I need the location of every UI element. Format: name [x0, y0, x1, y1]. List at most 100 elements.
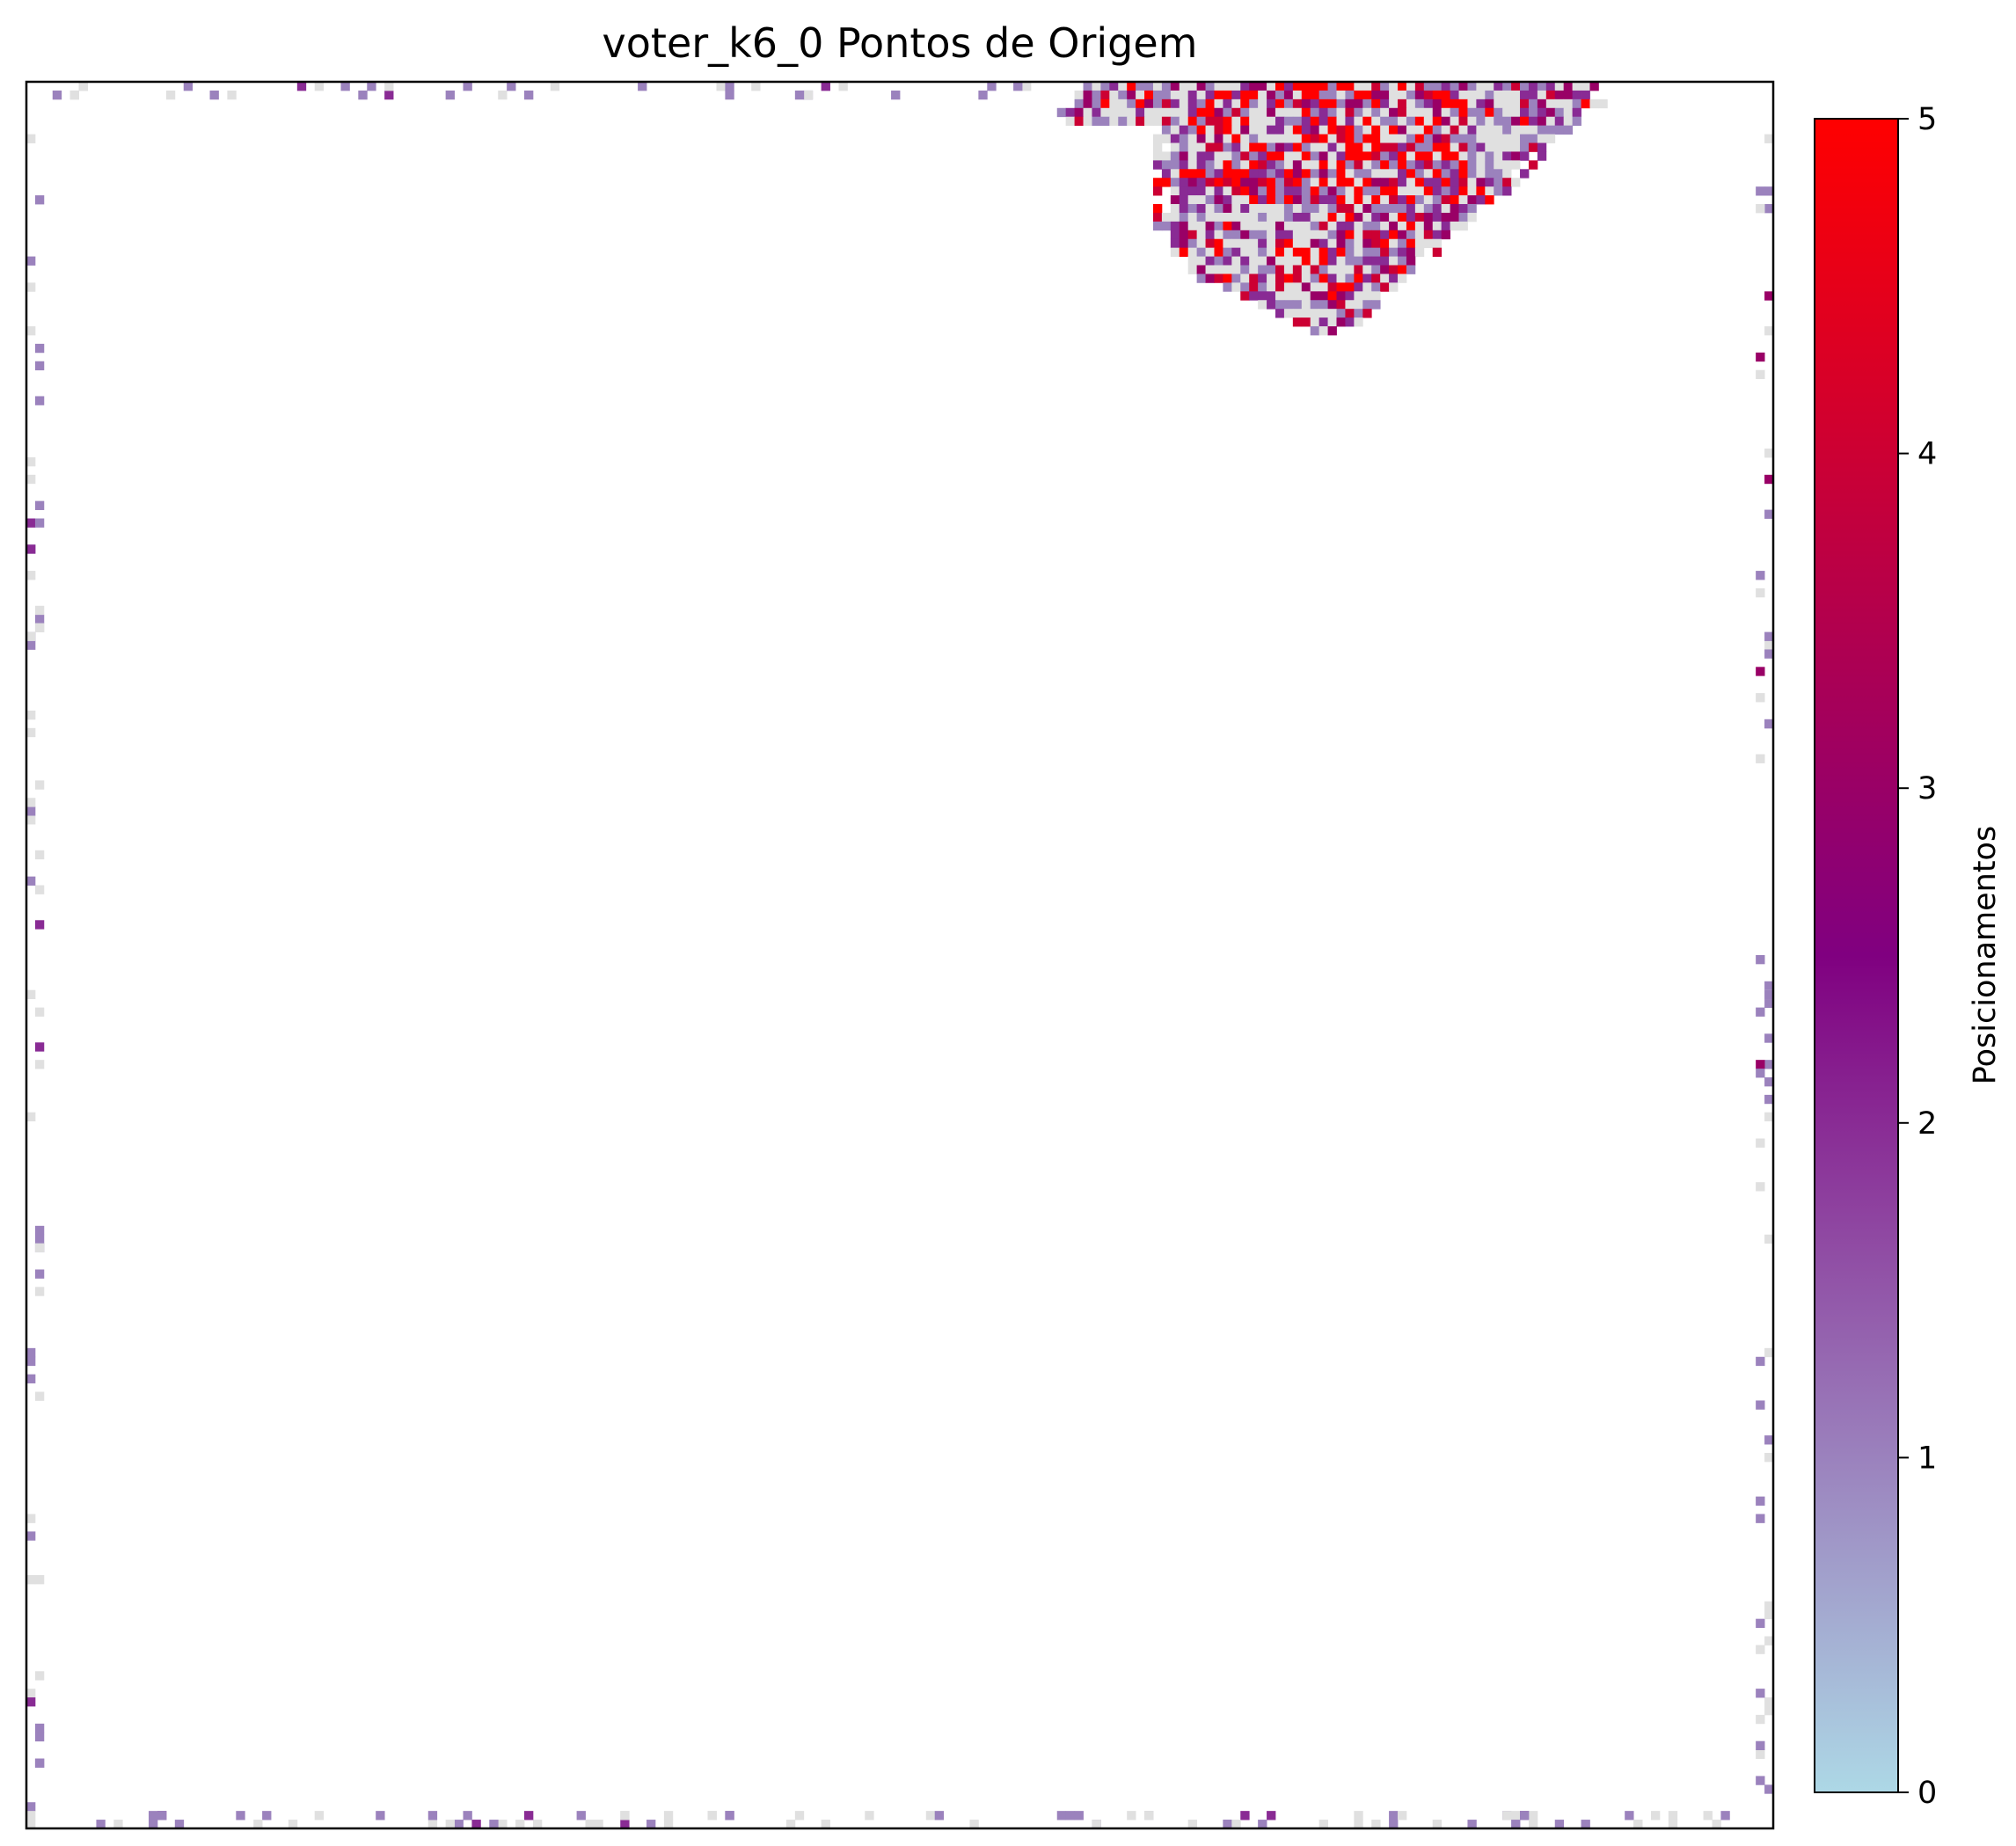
heatmap-cell — [1520, 125, 1530, 135]
heatmap-cell — [1756, 955, 1765, 965]
heatmap-cell — [34, 500, 45, 510]
heatmap-cell — [1170, 116, 1180, 127]
heatmap-cell — [34, 623, 45, 632]
heatmap-cell — [1450, 221, 1459, 231]
heatmap-cell — [1196, 204, 1206, 214]
heatmap-cell — [1572, 82, 1581, 91]
heatmap-cell — [1756, 1007, 1765, 1017]
heatmap-cell — [1223, 186, 1232, 196]
heatmap-cell — [1152, 90, 1163, 100]
heatmap-cell — [1362, 282, 1372, 292]
heatmap-cell — [1380, 282, 1390, 292]
heatmap-cell — [1240, 107, 1250, 118]
heatmap-cell — [1380, 274, 1390, 283]
heatmap-cell — [1476, 142, 1486, 152]
heatmap-cell — [1179, 186, 1189, 196]
heatmap-cell — [1345, 265, 1355, 274]
heatmap-cell — [1756, 369, 1765, 380]
heatmap-cell — [1371, 99, 1381, 109]
heatmap-cell — [1336, 178, 1346, 187]
heatmap-cell — [1205, 82, 1215, 91]
heatmap-cell — [1161, 160, 1172, 170]
heatmap-cell — [1756, 693, 1765, 703]
heatmap-cell — [1301, 291, 1311, 301]
heatmap-cell — [149, 1820, 158, 1829]
heatmap-cell — [1170, 107, 1180, 118]
heatmap-cell — [1389, 204, 1399, 214]
heatmap-cell — [1258, 238, 1267, 249]
heatmap-cell — [1389, 134, 1399, 143]
heatmap-cell — [1450, 186, 1459, 196]
heatmap-cell — [1572, 99, 1581, 109]
heatmap-cell — [1362, 221, 1372, 231]
heatmap-cell — [1187, 265, 1198, 274]
heatmap-cell — [1275, 282, 1285, 292]
heatmap-cell — [1301, 230, 1311, 240]
heatmap-cell — [1520, 116, 1530, 127]
heatmap-cell — [1283, 204, 1294, 214]
heatmap-cell — [1756, 1138, 1765, 1148]
heatmap-cell — [1380, 212, 1390, 223]
heatmap-cell — [1301, 151, 1311, 161]
heatmap-cell — [1310, 151, 1320, 161]
heatmap-cell — [1389, 178, 1399, 187]
heatmap-cell — [1398, 99, 1407, 109]
heatmap-cell — [1458, 169, 1468, 179]
heatmap-cell — [1406, 107, 1416, 118]
heatmap-cell — [663, 1811, 674, 1820]
heatmap-cell — [1423, 90, 1434, 100]
heatmap-cell — [1196, 90, 1206, 100]
heatmap-cell — [1432, 142, 1443, 152]
heatmap-cell — [838, 82, 848, 91]
heatmap-cell — [1187, 195, 1198, 205]
heatmap-cell — [1292, 230, 1303, 240]
heatmap-cell — [1249, 90, 1259, 100]
heatmap-cell — [1450, 169, 1459, 179]
heatmap-cell — [26, 456, 36, 467]
heatmap-cell — [1398, 256, 1407, 266]
heatmap-cell — [1389, 212, 1399, 223]
heatmap-cell — [498, 1820, 508, 1829]
heatmap-cell — [1327, 212, 1337, 223]
heatmap-cell — [1476, 134, 1486, 143]
heatmap-cell — [1537, 125, 1547, 135]
heatmap-cell — [1554, 125, 1565, 135]
heatmap-cell — [1589, 82, 1599, 91]
heatmap-cell — [1764, 1784, 1774, 1794]
heatmap-cell — [1109, 90, 1119, 100]
heatmap-cell — [1389, 282, 1399, 292]
heatmap-cell — [1458, 178, 1468, 187]
heatmap-cell — [1406, 195, 1416, 205]
heatmap-cell — [1301, 160, 1311, 170]
heatmap-cell — [1380, 151, 1390, 161]
heatmap-cell — [1441, 204, 1450, 214]
heatmap-cell — [1450, 178, 1459, 187]
heatmap-cell — [1764, 1094, 1774, 1105]
heatmap-cell — [1267, 160, 1276, 170]
heatmap-cell — [1432, 186, 1443, 196]
heatmap-cell — [1118, 107, 1128, 118]
heatmap-cell — [1336, 282, 1346, 292]
heatmap-cell — [1345, 195, 1355, 205]
heatmap-cell — [1196, 230, 1206, 240]
heatmap-cell — [1528, 107, 1538, 118]
heatmap-cell — [454, 1820, 464, 1829]
heatmap-cell — [1406, 204, 1416, 214]
heatmap-cell — [1423, 116, 1434, 127]
heatmap-cell — [1327, 178, 1337, 187]
heatmap-cell — [1389, 256, 1399, 266]
heatmap-cell — [532, 1820, 543, 1829]
heatmap-cell — [1258, 125, 1267, 135]
heatmap-cell — [26, 798, 36, 807]
heatmap-cell — [1432, 195, 1443, 205]
heatmap-cell — [1511, 1820, 1521, 1829]
heatmap-cell — [1502, 169, 1512, 179]
heatmap-cell — [1362, 309, 1372, 318]
heatmap-cell — [1283, 212, 1294, 223]
heatmap-cell — [1249, 125, 1259, 135]
heatmap-cell — [1467, 186, 1477, 196]
heatmap-cell — [1414, 221, 1425, 231]
heatmap-cell — [1161, 116, 1172, 127]
heatmap-cell — [1406, 256, 1416, 266]
heatmap-cell — [1423, 186, 1434, 196]
